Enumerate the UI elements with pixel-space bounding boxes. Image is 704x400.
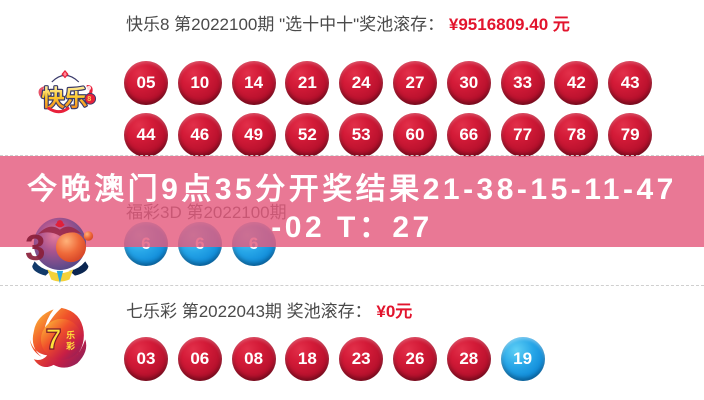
svg-text:8: 8 bbox=[87, 94, 91, 103]
svg-text:乐: 乐 bbox=[66, 329, 75, 340]
svg-text:7: 7 bbox=[46, 324, 62, 356]
svg-text:彩: 彩 bbox=[65, 340, 75, 351]
